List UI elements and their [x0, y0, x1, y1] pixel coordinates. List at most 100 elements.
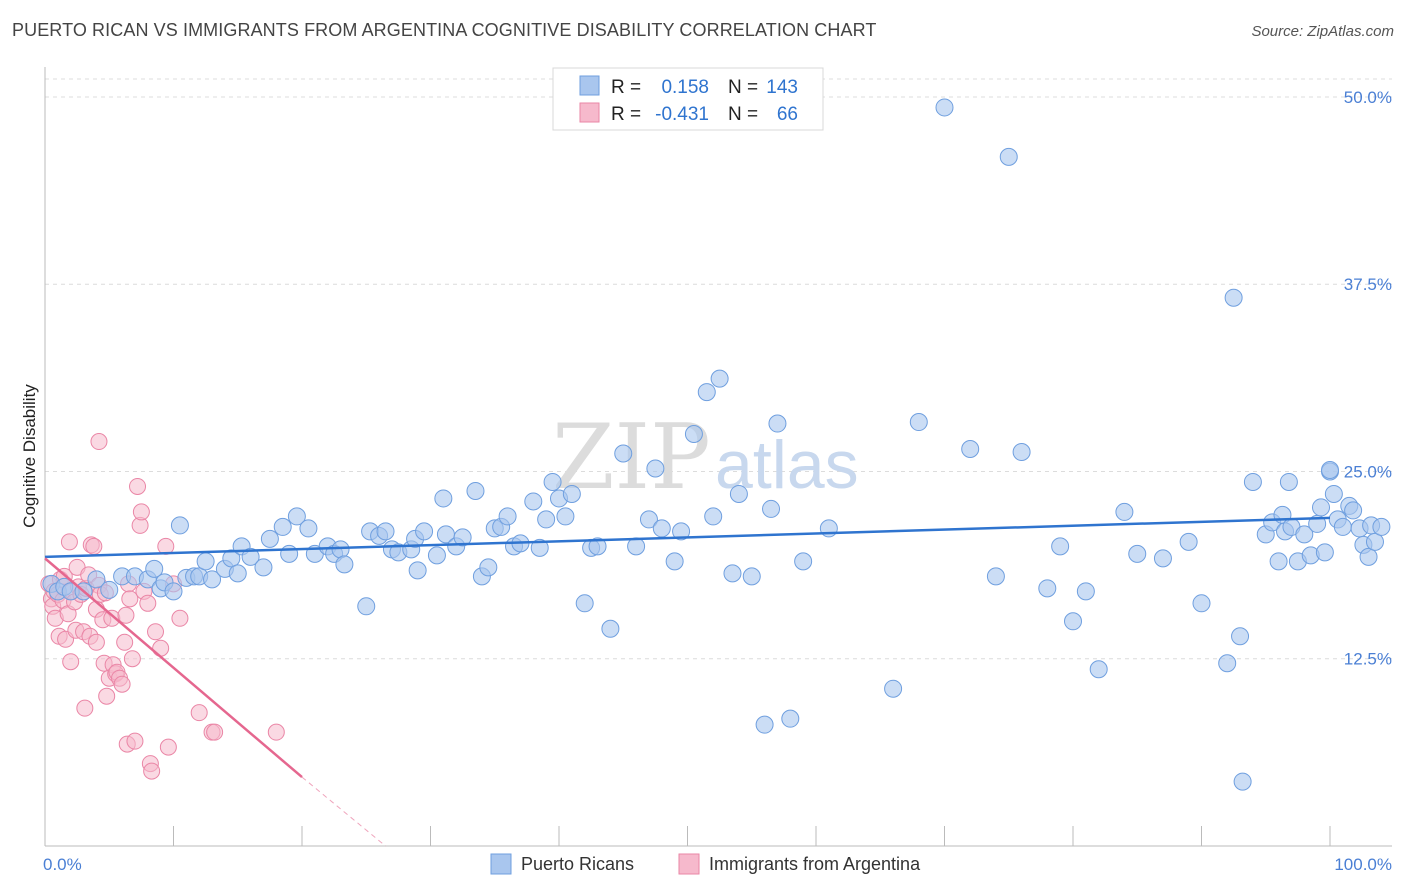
scatter-point-argentina — [159, 738, 177, 756]
y-tick-label: 12.5% — [1344, 650, 1392, 669]
y-axis-label: Cognitive Disability — [20, 384, 39, 528]
scatter-point-puerto-rican — [1128, 544, 1147, 563]
scatter-point-puerto-rican — [755, 715, 774, 734]
scatter-point-argentina — [190, 704, 208, 722]
scatter-point-puerto-rican — [537, 510, 556, 529]
scatter-point-argentina — [123, 650, 141, 668]
scatter-point-puerto-rican — [357, 597, 376, 616]
scatter-point-argentina — [87, 633, 105, 651]
scatter-point-puerto-rican — [1179, 532, 1198, 551]
scatter-point-puerto-rican — [145, 559, 164, 578]
scatter-point-puerto-rican — [794, 552, 813, 571]
axis-layer: 12.5% 25.0% 37.5% 50.0% 0.0% 100.0% — [43, 67, 1392, 874]
series-argentina-points — [40, 433, 285, 780]
scatter-point-puerto-rican — [479, 558, 498, 577]
scatter-point-puerto-rican — [742, 567, 761, 586]
y-tick-label: 50.0% — [1344, 88, 1392, 107]
scatter-point-puerto-rican — [961, 440, 980, 459]
scatter-point-puerto-rican — [415, 522, 434, 541]
scatter-point-puerto-rican — [1359, 547, 1378, 566]
scatter-point-puerto-rican — [335, 555, 354, 574]
scatter-point-argentina — [267, 723, 285, 741]
scatter-point-puerto-rican — [1333, 517, 1352, 536]
scatter-point-puerto-rican — [884, 679, 903, 698]
scatter-point-puerto-rican — [909, 413, 928, 432]
scatter-point-puerto-rican — [704, 507, 723, 526]
scatter-point-puerto-rican — [684, 425, 703, 444]
watermark: ZIP atlas — [552, 405, 859, 510]
scatter-point-puerto-rican — [498, 507, 517, 526]
scatter-point-argentina — [85, 537, 103, 555]
scatter-point-puerto-rican — [781, 709, 800, 728]
scatter-point-puerto-rican — [331, 540, 350, 559]
scatter-point-puerto-rican — [427, 546, 446, 565]
scatter-point-puerto-rican — [1218, 654, 1237, 673]
scatter-point-argentina — [62, 653, 80, 671]
scatter-point-argentina — [129, 477, 147, 495]
scatter-point-argentina — [117, 606, 135, 624]
scatter-point-puerto-rican — [1279, 472, 1298, 491]
legend-r-value-blue: 0.158 — [661, 77, 709, 98]
scatter-point-argentina — [90, 433, 108, 451]
scatter-point-puerto-rican — [986, 567, 1005, 586]
scatter-point-puerto-rican — [1372, 517, 1391, 536]
scatter-point-puerto-rican — [729, 484, 748, 503]
scatter-point-puerto-rican — [287, 507, 306, 526]
trendline-argentina-extension — [301, 776, 386, 847]
scatter-point-puerto-rican — [1012, 443, 1031, 462]
scatter-point-puerto-rican — [1321, 460, 1339, 479]
legend-n-label-pink: N = — [728, 104, 758, 125]
legend-n-value-pink: 66 — [777, 104, 798, 125]
scatter-point-puerto-rican — [575, 594, 594, 613]
scatter-point-puerto-rican — [646, 459, 665, 478]
scatter-point-argentina — [147, 623, 165, 641]
scatter-point-puerto-rican — [1324, 484, 1343, 503]
scatter-point-puerto-rican — [935, 98, 954, 117]
scatter-point-argentina — [98, 687, 116, 705]
legend-r-label-blue: R = — [611, 77, 641, 98]
scatter-point-puerto-rican — [376, 522, 395, 541]
scatter-point-puerto-rican — [999, 147, 1018, 166]
trendline-argentina — [44, 557, 303, 779]
scatter-point-puerto-rican — [1192, 594, 1211, 613]
scatter-point-argentina — [116, 633, 134, 651]
scatter-point-puerto-rican — [762, 499, 781, 518]
scatter-point-puerto-rican — [254, 558, 273, 577]
series-legend: Puerto Ricans Immigrants from Argentina — [490, 853, 921, 875]
scatter-point-puerto-rican — [1231, 627, 1250, 646]
scatter-point-puerto-rican — [768, 414, 787, 433]
scatter-point-argentina — [60, 533, 78, 551]
scatter-point-puerto-rican — [1089, 660, 1108, 679]
scatter-point-puerto-rican — [556, 507, 575, 526]
scatter-point-puerto-rican — [466, 481, 485, 500]
scatter-point-puerto-rican — [1064, 612, 1082, 631]
bottom-legend-label-blue: Puerto Ricans — [521, 854, 634, 874]
scatter-point-puerto-rican — [723, 564, 742, 583]
scatter-point-puerto-rican — [273, 517, 292, 536]
scatter-point-puerto-rican — [222, 549, 241, 568]
scatter-point-argentina — [152, 639, 170, 657]
scatter-point-argentina — [76, 699, 94, 717]
scatter-point-puerto-rican — [453, 528, 472, 547]
legend-r-value-pink: -0.431 — [655, 104, 709, 125]
scatter-point-puerto-rican — [601, 619, 620, 638]
trend-layer — [44, 516, 1331, 847]
scatter-point-argentina — [121, 590, 139, 608]
scatter-point-puerto-rican — [652, 519, 671, 538]
scatter-point-argentina — [143, 762, 161, 780]
scatter-point-puerto-rican — [280, 544, 299, 563]
scatter-point-puerto-rican — [1115, 502, 1134, 521]
scatter-point-puerto-rican — [203, 570, 222, 589]
scatter-point-puerto-rican — [100, 580, 119, 599]
scatter-point-puerto-rican — [524, 492, 543, 511]
scatter-point-puerto-rican — [1153, 549, 1172, 568]
scatter-point-argentina — [206, 723, 224, 741]
legend-r-label-pink: R = — [611, 104, 641, 125]
x-tick-label: 100.0% — [1334, 855, 1392, 874]
scatter-point-puerto-rican — [1051, 537, 1070, 556]
chart-title: PUERTO RICAN VS IMMIGRANTS FROM ARGENTIN… — [12, 20, 877, 40]
scatter-point-puerto-rican — [627, 537, 646, 556]
scatter-point-puerto-rican — [1269, 552, 1288, 571]
scatter-point-puerto-rican — [665, 552, 684, 571]
